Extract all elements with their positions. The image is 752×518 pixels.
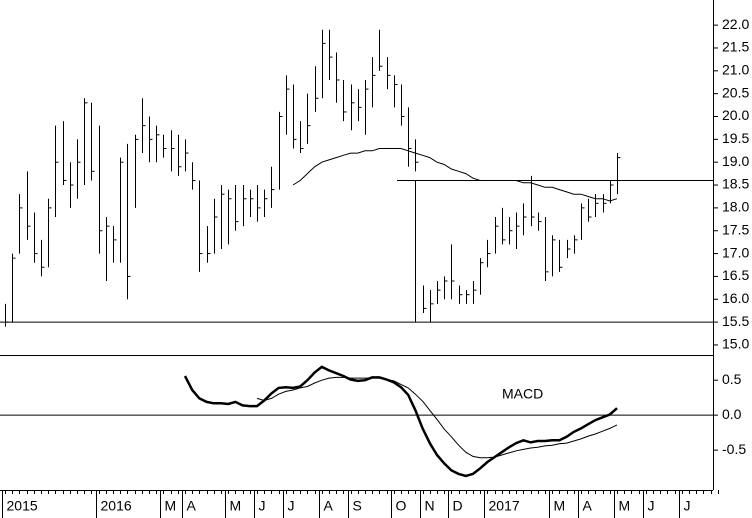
x-tick-label: M — [554, 498, 566, 514]
x-tick-label: 2017 — [489, 498, 520, 514]
x-tick-label: M — [619, 498, 631, 514]
annotation: MACD — [502, 386, 543, 402]
y-tick-label: 22.0 — [722, 16, 749, 32]
y-tick-label: 21.5 — [722, 39, 749, 55]
y-tick-label: 0.0 — [722, 406, 742, 422]
x-tick-label: J — [288, 498, 295, 514]
x-tick-label: N — [425, 498, 435, 514]
signal-line — [256, 376, 618, 459]
x-tick-label: M — [165, 498, 177, 514]
y-tick-label: 16.5 — [722, 267, 749, 283]
y-tick-label: 19.5 — [722, 130, 749, 146]
y-tick-label: 20.5 — [722, 84, 749, 100]
x-tick-label: J — [684, 498, 691, 514]
x-tick-label: J — [259, 498, 266, 514]
macd-line — [183, 365, 618, 478]
x-tick-label: 2015 — [7, 498, 38, 514]
y-tick-label: 19.0 — [722, 153, 749, 169]
y-tick-label: 0.5 — [722, 371, 742, 387]
x-tick-label: 2016 — [101, 498, 132, 514]
x-tick-label: A — [324, 498, 334, 514]
y-tick-label: 18.0 — [722, 199, 749, 215]
moving-average — [292, 148, 618, 202]
y-tick-label: 17.5 — [722, 221, 749, 237]
y-tick-label: 17.0 — [722, 244, 749, 260]
y-tick-label: 15.0 — [722, 336, 749, 352]
y-tick-label: -0.5 — [722, 441, 746, 457]
x-tick-label: D — [453, 498, 463, 514]
y-tick-label: 16.0 — [722, 290, 749, 306]
x-tick-label: A — [187, 498, 197, 514]
y-tick-label: 21.0 — [722, 62, 749, 78]
x-tick-label: S — [353, 498, 362, 514]
x-tick-label: A — [583, 498, 593, 514]
x-tick-label: J — [648, 498, 655, 514]
x-tick-label: M — [230, 498, 242, 514]
y-tick-label: 18.5 — [722, 176, 749, 192]
x-tick-label: O — [396, 498, 407, 514]
y-tick-label: 15.5 — [722, 313, 749, 329]
y-tick-label: 20.0 — [722, 107, 749, 123]
